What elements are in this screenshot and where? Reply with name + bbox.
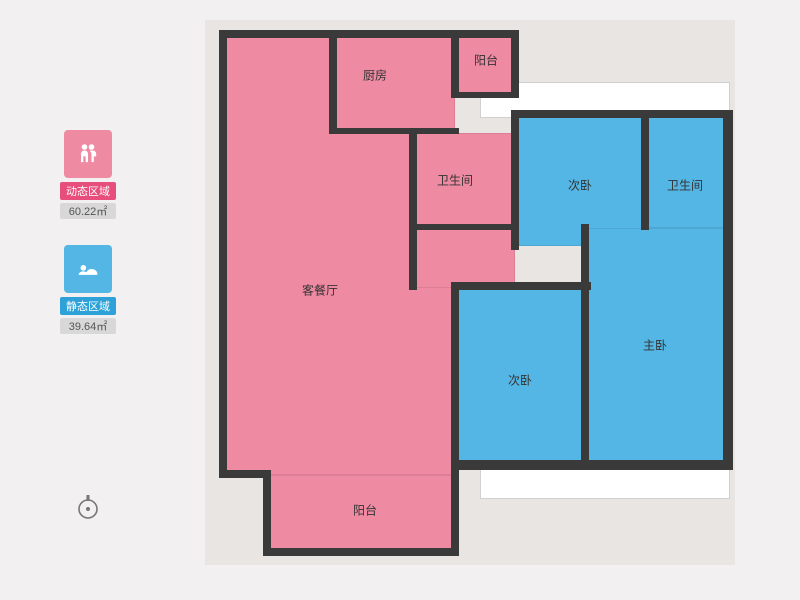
- legend-dynamic-label: 动态区域: [60, 182, 116, 200]
- people-icon: [74, 140, 102, 168]
- static-zone-icon: [64, 245, 112, 293]
- wall: [451, 282, 591, 290]
- sleep-icon: [74, 255, 102, 283]
- wall: [511, 110, 733, 118]
- room-corridor: [415, 228, 515, 288]
- room-balcony2: [270, 475, 455, 550]
- wall: [723, 226, 733, 470]
- wall: [263, 548, 459, 556]
- wall: [583, 460, 731, 470]
- floorplan: 客餐厅厨房阳台卫生间阳台次卧卫生间次卧主卧: [205, 20, 735, 565]
- dynamic-zone-icon: [64, 130, 112, 178]
- wall: [723, 110, 733, 230]
- wall: [451, 30, 459, 98]
- wall: [219, 30, 519, 38]
- wall: [451, 470, 459, 554]
- wall: [263, 470, 271, 554]
- wall: [329, 128, 459, 134]
- room-bed2a: [515, 116, 645, 246]
- wall: [409, 224, 519, 230]
- wall: [641, 110, 649, 230]
- legend-dynamic-value: 60.22㎡: [60, 203, 116, 219]
- room-balcony1: [455, 35, 517, 95]
- wall: [219, 470, 269, 478]
- wall: [219, 30, 227, 478]
- legend-dynamic: 动态区域 60.22㎡: [58, 130, 118, 219]
- wall: [511, 110, 519, 250]
- room-master: [585, 228, 725, 463]
- legend-static-label: 静态区域: [60, 297, 116, 315]
- legend-static-value: 39.64㎡: [60, 318, 116, 334]
- room-bath2: [645, 116, 725, 228]
- wall: [409, 128, 417, 290]
- wall: [329, 34, 337, 134]
- legend: 动态区域 60.22㎡ 静态区域 39.64㎡: [58, 130, 118, 360]
- room-bed2b: [455, 288, 585, 463]
- wall: [511, 30, 519, 98]
- wall: [451, 282, 459, 468]
- wall: [451, 460, 591, 470]
- wall: [451, 92, 519, 98]
- legend-static: 静态区域 39.64㎡: [58, 245, 118, 334]
- room-kitchen: [335, 35, 455, 133]
- wall: [581, 224, 589, 468]
- compass-icon: [74, 492, 102, 520]
- room-bath1: [415, 133, 515, 228]
